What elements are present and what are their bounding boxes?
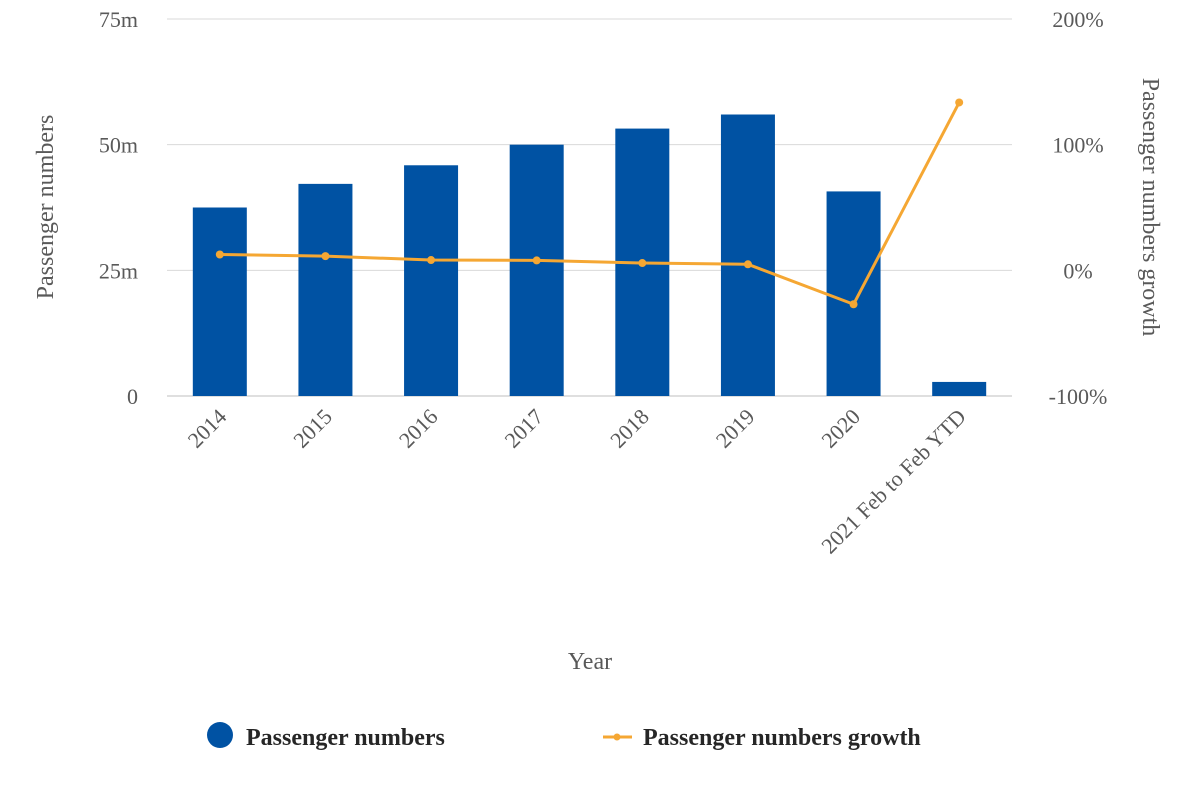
bar xyxy=(192,207,247,396)
right-tick-label: 0% xyxy=(1063,258,1092,283)
right-tick-label: 200% xyxy=(1052,7,1103,32)
gridlines xyxy=(167,18,1012,397)
left-axis-title: Passenger numbers xyxy=(33,115,59,300)
legend-item-bars: Passenger numbers xyxy=(207,722,445,751)
growth-point xyxy=(532,256,541,265)
x-tick-label: 2017 xyxy=(499,404,548,453)
legend-label-line: Passenger numbers growth xyxy=(643,725,921,751)
growth-point xyxy=(849,300,858,309)
right-axis-ticks: -100% 0% 100% 200% xyxy=(1049,7,1108,409)
x-tick-label: 2015 xyxy=(288,404,337,453)
legend: Passenger numbers Passenger numbers grow… xyxy=(207,722,921,751)
left-axis-ticks: 0 25m 50m 75m xyxy=(99,7,138,409)
x-tick-label: 2018 xyxy=(605,404,654,453)
bar xyxy=(298,183,353,396)
x-axis-title: Year xyxy=(568,649,612,675)
legend-label-bars: Passenger numbers xyxy=(246,725,445,751)
growth-line xyxy=(219,101,961,306)
x-tick-label: 2019 xyxy=(711,404,760,453)
line-series-passenger-numbers-growth xyxy=(215,98,964,309)
left-tick-label: 0 xyxy=(127,384,138,409)
left-tick-label: 25m xyxy=(99,258,138,283)
bar xyxy=(826,191,881,396)
x-tick-label: 2014 xyxy=(183,404,232,453)
growth-point xyxy=(955,98,964,107)
right-axis-title: Passenger numbers growth xyxy=(1137,78,1163,337)
growth-point xyxy=(321,252,330,261)
right-tick-label: 100% xyxy=(1052,133,1103,158)
bar xyxy=(509,144,564,396)
growth-point xyxy=(215,250,224,259)
x-tick-label: 2016 xyxy=(394,404,443,453)
legend-bar-swatch xyxy=(207,722,233,748)
growth-point xyxy=(743,260,752,269)
x-tick-label: 2020 xyxy=(816,404,865,453)
legend-line-marker xyxy=(613,733,621,741)
left-tick-label: 75m xyxy=(99,7,138,32)
legend-item-line: Passenger numbers growth xyxy=(603,725,921,751)
right-tick-label: -100% xyxy=(1049,384,1108,409)
left-tick-label: 50m xyxy=(99,133,138,158)
bar xyxy=(720,114,775,397)
bar xyxy=(932,381,987,396)
bar xyxy=(404,165,459,396)
growth-point xyxy=(638,259,647,268)
growth-point xyxy=(427,256,436,265)
